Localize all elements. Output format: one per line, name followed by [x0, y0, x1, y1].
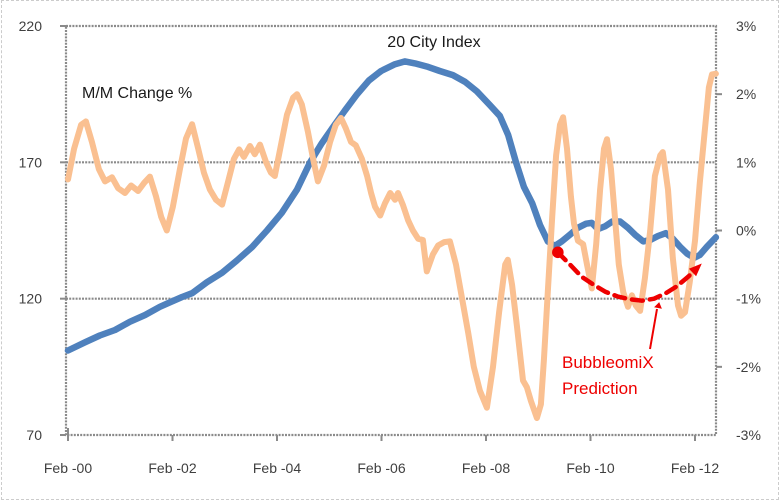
x-axis-tick-label: Feb -00	[44, 460, 92, 476]
right-axis-tick-label: 2%	[736, 86, 756, 102]
data-series	[64, 58, 720, 421]
mm-change-series-label: M/M Change %	[82, 85, 192, 102]
annotation-arrow-head-icon	[654, 302, 662, 309]
axis-tick-labels: 220 170 120 70 3% 2% 1% 0% -1% -2% -3% Feb -00 Feb -…	[19, 18, 761, 476]
right-axis-tick-label: -1%	[736, 291, 761, 307]
axis-ticks	[60, 25, 722, 441]
city-index-series-label: 20 City Index	[387, 34, 480, 51]
x-axis-tick-label: Feb -06	[357, 460, 405, 476]
x-axis-tick-label: Feb -04	[253, 460, 301, 476]
right-axis-tick-label: -2%	[736, 359, 761, 375]
prediction-start-dot	[552, 246, 564, 259]
annotation-text-line2: Prediction	[562, 379, 638, 398]
left-axis-tick-label: 220	[19, 18, 43, 34]
left-axis-tick-label: 70	[26, 427, 42, 443]
x-axis-tick-label: Feb -12	[671, 460, 719, 476]
x-axis-tick-label: Feb -02	[148, 460, 196, 476]
20-city-index-line	[64, 58, 720, 354]
right-axis-tick-label: -3%	[736, 427, 761, 443]
prediction-arrow-head-icon	[688, 263, 702, 277]
prediction-annotation: BubbleomiX Prediction	[562, 302, 662, 398]
x-axis-tick-label: Feb -08	[462, 460, 510, 476]
annotation-text-line1: BubbleomiX	[562, 353, 654, 372]
left-axis-tick-label: 170	[19, 154, 43, 170]
right-axis-tick-label: 1%	[736, 154, 756, 170]
right-axis-tick-label: 3%	[736, 18, 756, 34]
annotation-arrow-line	[649, 308, 658, 350]
x-axis-tick-label: Feb -10	[566, 460, 614, 476]
left-axis-tick-label: 120	[19, 291, 43, 307]
right-axis-tick-label: 0%	[736, 223, 756, 239]
m-m-change--line	[65, 70, 719, 421]
bubbleomix-prediction-line	[555, 250, 700, 303]
